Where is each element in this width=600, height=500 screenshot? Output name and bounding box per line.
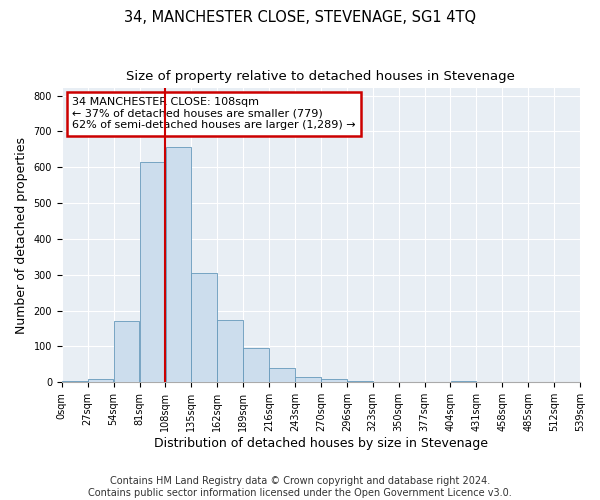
Bar bbox=[243, 348, 269, 382]
Text: 34, MANCHESTER CLOSE, STEVENAGE, SG1 4TQ: 34, MANCHESTER CLOSE, STEVENAGE, SG1 4TQ bbox=[124, 10, 476, 25]
Bar bbox=[217, 320, 243, 382]
Bar bbox=[62, 380, 88, 382]
Title: Size of property relative to detached houses in Stevenage: Size of property relative to detached ho… bbox=[127, 70, 515, 83]
Bar bbox=[269, 368, 295, 382]
Bar bbox=[140, 162, 165, 382]
Bar bbox=[166, 148, 191, 382]
Text: 34 MANCHESTER CLOSE: 108sqm
← 37% of detached houses are smaller (779)
62% of se: 34 MANCHESTER CLOSE: 108sqm ← 37% of det… bbox=[72, 97, 356, 130]
Y-axis label: Number of detached properties: Number of detached properties bbox=[15, 137, 28, 334]
Text: Contains HM Land Registry data © Crown copyright and database right 2024.
Contai: Contains HM Land Registry data © Crown c… bbox=[88, 476, 512, 498]
X-axis label: Distribution of detached houses by size in Stevenage: Distribution of detached houses by size … bbox=[154, 437, 488, 450]
Bar bbox=[295, 377, 321, 382]
Bar bbox=[321, 379, 347, 382]
Bar bbox=[114, 322, 139, 382]
Bar bbox=[88, 379, 113, 382]
Bar bbox=[191, 273, 217, 382]
